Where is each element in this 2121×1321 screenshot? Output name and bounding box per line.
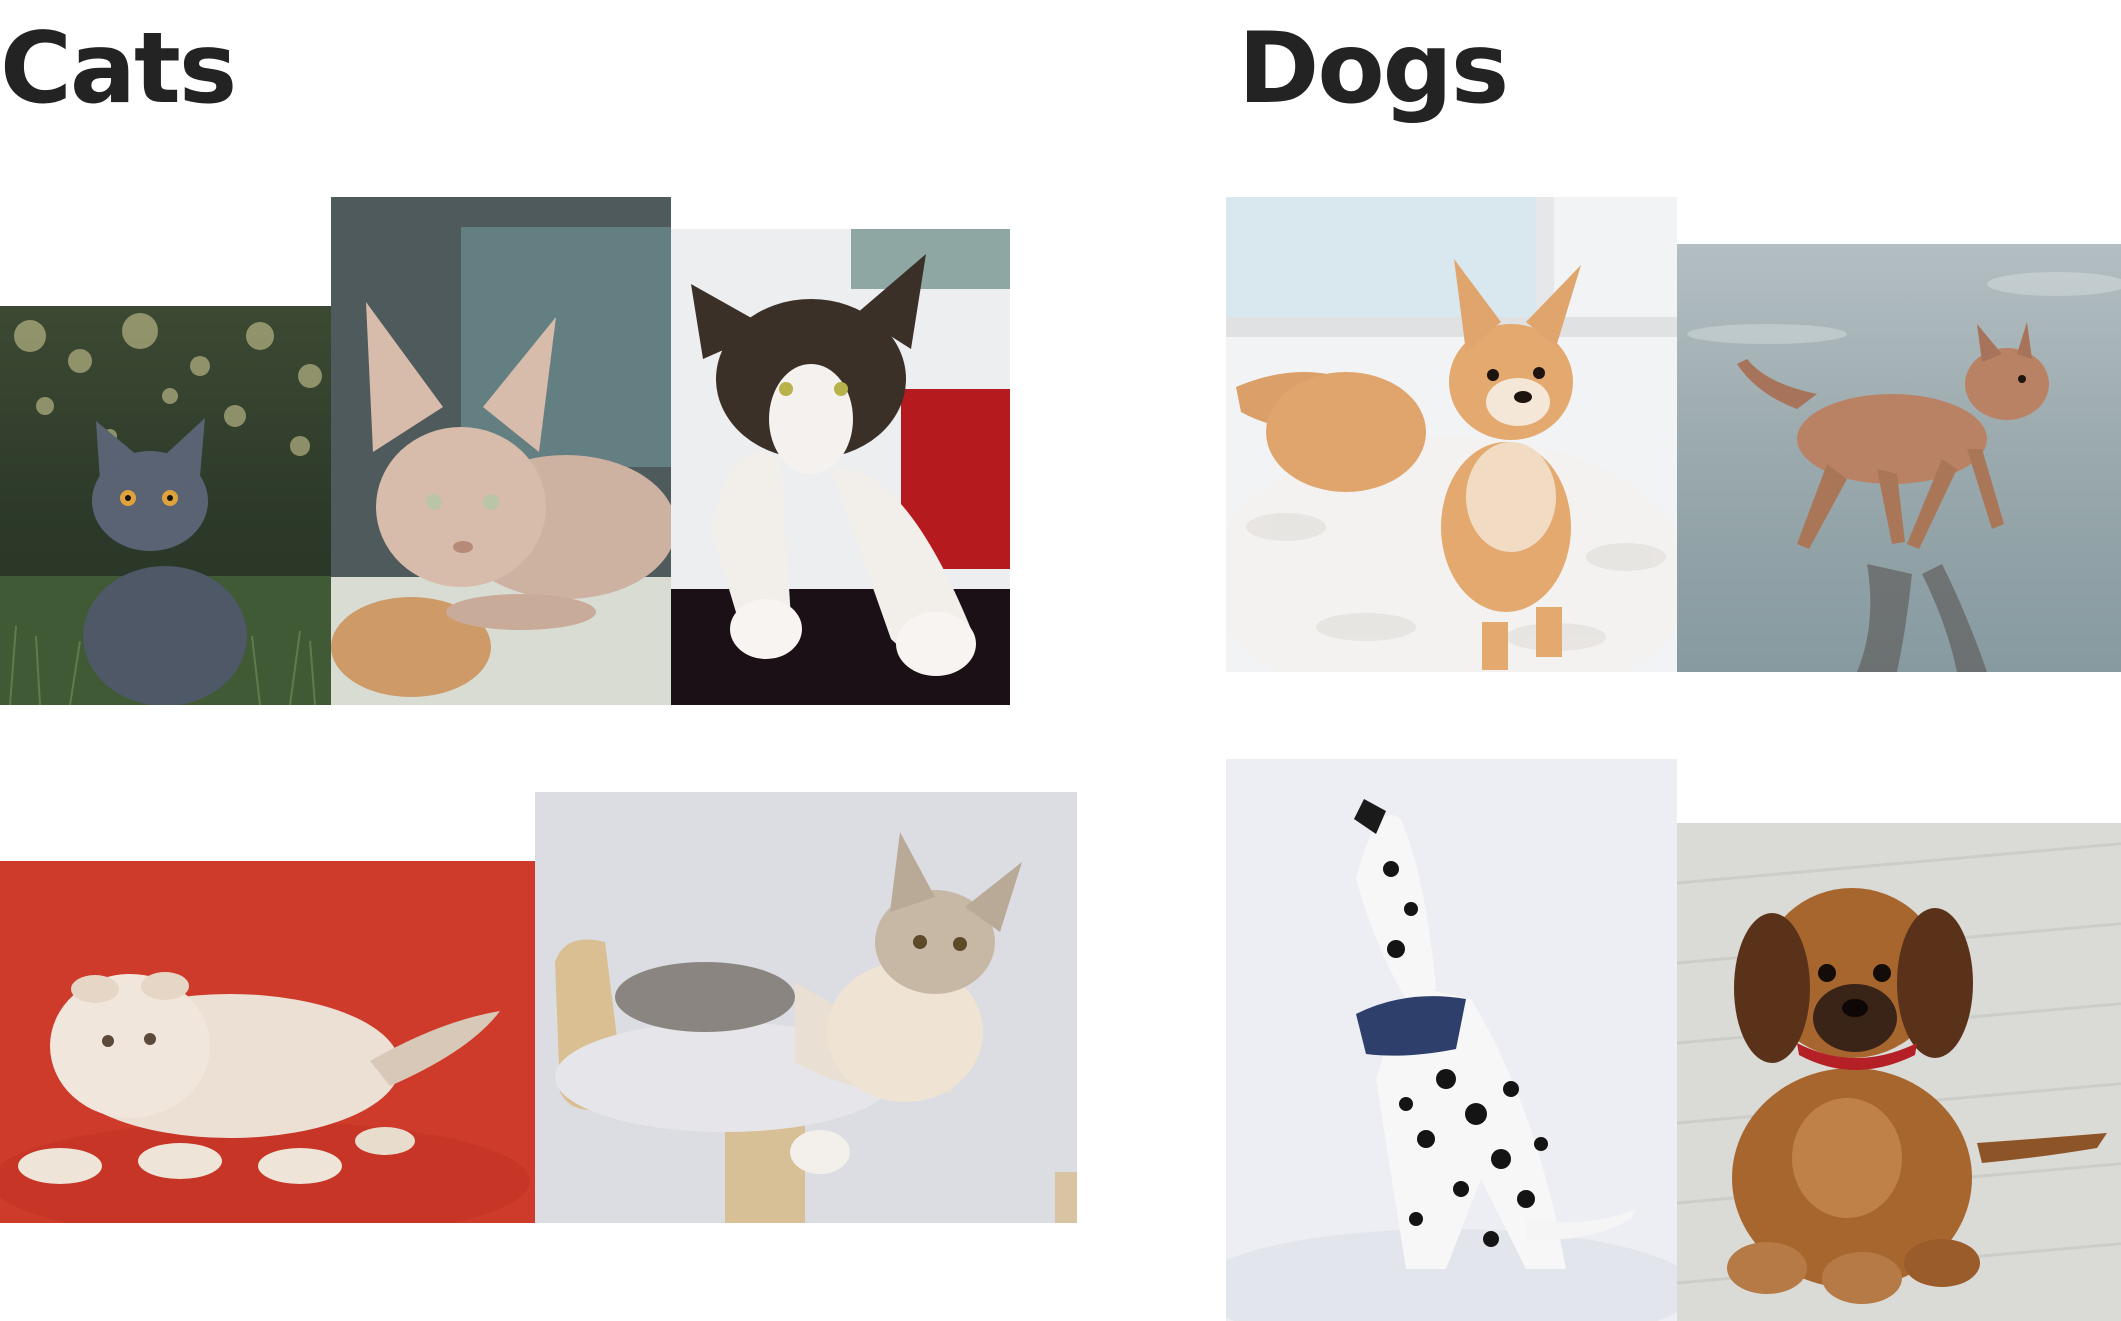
dog-photo-dalmatian[interactable] [1226,759,1677,1321]
dog-photo-shiba-puppy[interactable] [1226,197,1677,672]
cat-photo-calico-cat-tree[interactable] [535,792,1077,1223]
cat-photo-sphynx[interactable] [331,197,671,705]
dog-photo-brown-puppy[interactable] [1677,823,2121,1321]
dog-photo-running-terrier[interactable] [1677,244,2121,672]
dogs-heading: Dogs [1238,12,1509,126]
cats-heading: Cats [0,12,237,126]
cat-photo-fold-kitten[interactable] [0,861,535,1223]
cat-photo-grey-shorthair[interactable] [0,306,331,705]
cat-photo-tabby-stretching[interactable] [671,229,1010,705]
